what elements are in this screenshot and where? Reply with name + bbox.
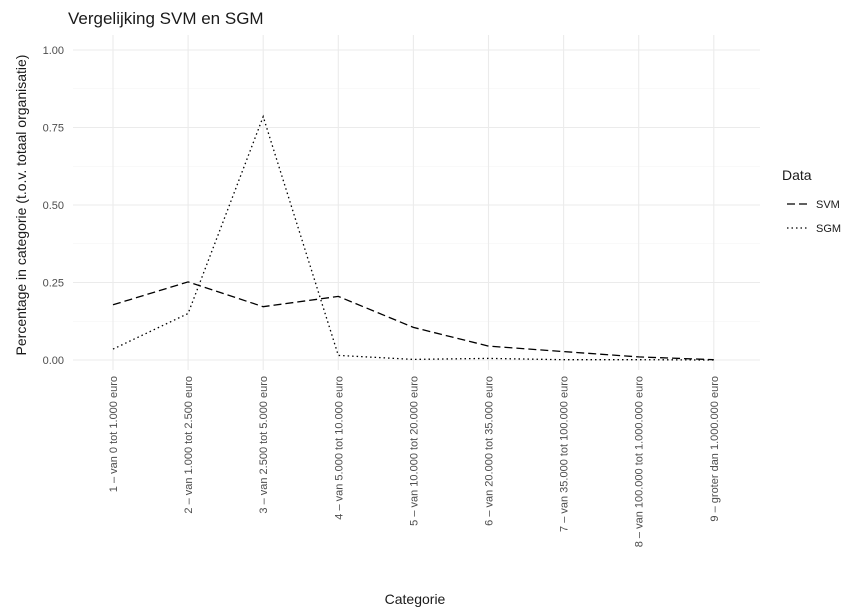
x-axis-title: Categorie [385, 591, 446, 607]
x-tick-label: 7 – van 35.000 tot 100.000 euro [559, 376, 571, 532]
y-tick-label: 0.00 [43, 355, 64, 367]
legend: Data SVM SGM [782, 167, 841, 235]
chart-title: Vergelijking SVM en SGM [68, 9, 264, 28]
x-tick-label: 5 – van 10.000 tot 20.000 euro [408, 376, 420, 526]
x-tick-label: 3 – van 2.500 tot 5.000 euro [258, 376, 270, 514]
legend-label-sgm: SGM [816, 223, 841, 235]
grid [73, 35, 760, 370]
y-axis-title: Percentage in categorie (t.o.v. totaal o… [13, 55, 29, 356]
series-lines [112, 114, 714, 361]
y-tick-label: 0.50 [43, 200, 64, 212]
x-tick-label: 4 – van 5.000 tot 10.000 euro [333, 376, 345, 520]
legend-title: Data [782, 167, 812, 183]
series-line-svm [112, 281, 714, 361]
x-tick-label: 6 – van 20.000 tot 35.000 euro [484, 376, 496, 526]
x-tick-label: 8 – van 100.000 tot 1.000.000 euro [634, 376, 646, 547]
legend-label-svm: SVM [816, 199, 840, 211]
y-tick-label: 0.25 [43, 278, 64, 290]
x-axis-ticks: 1 – van 0 tot 1.000 euro 2 – van 1.000 to… [108, 376, 721, 547]
x-tick-label: 2 – van 1.000 tot 2.500 euro [183, 376, 195, 514]
x-tick-label: 1 – van 0 tot 1.000 euro [108, 376, 120, 492]
y-axis-ticks: 0.00 0.25 0.50 0.75 1.00 [43, 45, 64, 367]
x-tick-label: 9 – groter dan 1.000.000 euro [709, 376, 721, 522]
y-tick-label: 1.00 [43, 45, 64, 57]
series-line-sgm [112, 114, 714, 361]
y-tick-label: 0.75 [43, 123, 64, 135]
